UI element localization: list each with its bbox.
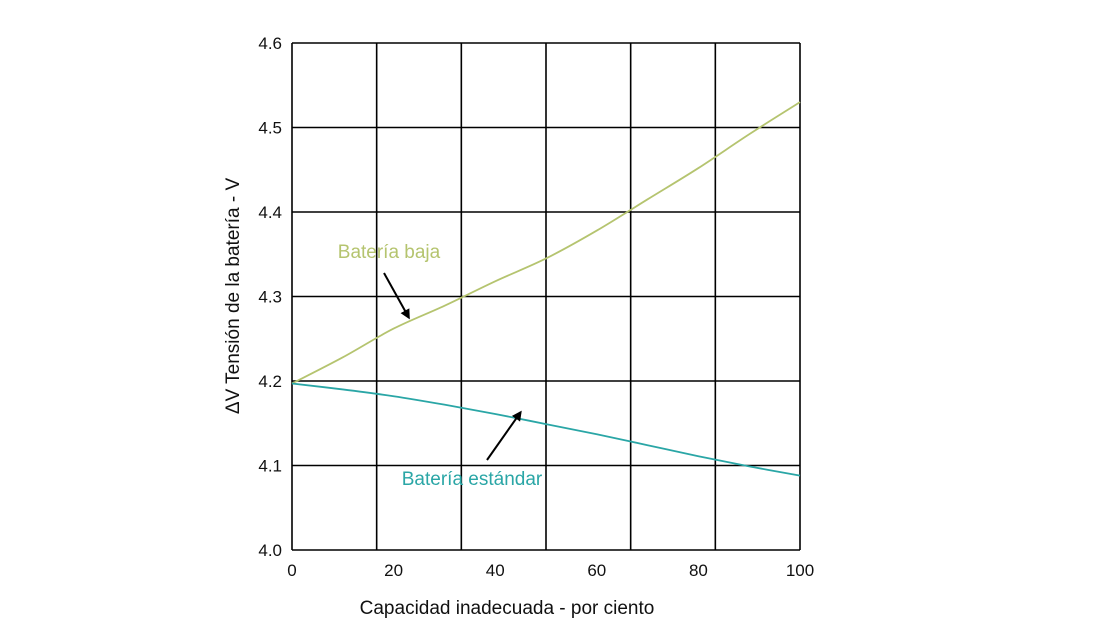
y-tick-label: 4.6	[258, 34, 282, 53]
series-line-bateria-baja	[291, 101, 801, 385]
y-tick-label: 4.1	[258, 457, 282, 476]
x-tick-label: 60	[587, 561, 606, 580]
x-tick-label: 80	[689, 561, 708, 580]
tick-labels: 0 20 40 60 80 100 4.0 4.1 4.2 4.3 4.4 4.5 4.6	[258, 34, 814, 580]
y-tick-label: 4.3	[258, 288, 282, 307]
y-axis-title: ΔV Tensión de la batería - V	[223, 178, 244, 415]
x-tick-label: 100	[786, 561, 814, 580]
y-tick-label: 4.5	[258, 119, 282, 138]
y-tick-label: 4.0	[258, 541, 282, 560]
annotation-arrow	[383, 272, 410, 320]
series-lines	[291, 101, 801, 477]
annotations: Batería baja Batería estándar	[338, 242, 543, 490]
annotation-arrow	[486, 410, 522, 461]
annotation-label: Batería estándar	[402, 469, 543, 490]
x-tick-label: 40	[486, 561, 505, 580]
y-tick-label: 4.4	[258, 203, 282, 222]
y-tick-label: 4.2	[258, 372, 282, 391]
grid	[291, 42, 801, 551]
annotation-label: Batería baja	[338, 242, 441, 263]
x-axis-title: Capacidad inadecuada - por ciento	[360, 598, 655, 619]
x-tick-label: 20	[384, 561, 403, 580]
series-line-bateria-estandar	[291, 382, 801, 477]
x-tick-label: 0	[287, 561, 296, 580]
